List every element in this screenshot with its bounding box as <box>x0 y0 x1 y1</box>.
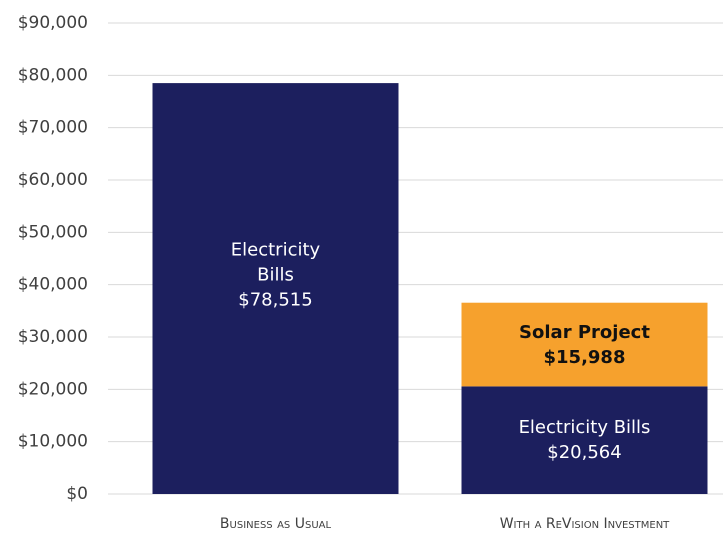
y-tick-label: $50,000 <box>18 222 88 242</box>
y-tick-label: $0 <box>66 484 88 504</box>
y-tick-label: $10,000 <box>18 432 88 452</box>
x-tick-label: Business as Usual <box>220 516 332 532</box>
series-name: Electricity Bills <box>518 417 651 439</box>
data-label: Electricity Bills $20,564 <box>500 415 670 465</box>
value-label: $78,515 <box>238 289 313 311</box>
value-label: $20,564 <box>547 442 622 464</box>
series-name: Electricity Bills <box>230 239 321 286</box>
y-tick-label: $90,000 <box>18 13 88 33</box>
bar-segment <box>461 386 708 494</box>
y-tick-label: $30,000 <box>18 327 88 347</box>
bar-segment <box>152 83 399 495</box>
series-name: Solar Project <box>519 321 650 343</box>
x-tick-label: With a ReVision Investment <box>500 516 670 532</box>
y-tick-label: $80,000 <box>18 65 88 85</box>
y-tick-label: $70,000 <box>18 118 88 138</box>
data-label: Electricity Bills $78,515 <box>221 237 331 312</box>
bar-segment <box>461 302 708 387</box>
value-label: $15,988 <box>543 346 626 368</box>
y-tick-label: $60,000 <box>18 170 88 190</box>
y-tick-label: $20,000 <box>18 379 88 399</box>
y-tick-label: $40,000 <box>18 275 88 295</box>
data-label: Solar Project $15,988 <box>485 320 685 370</box>
